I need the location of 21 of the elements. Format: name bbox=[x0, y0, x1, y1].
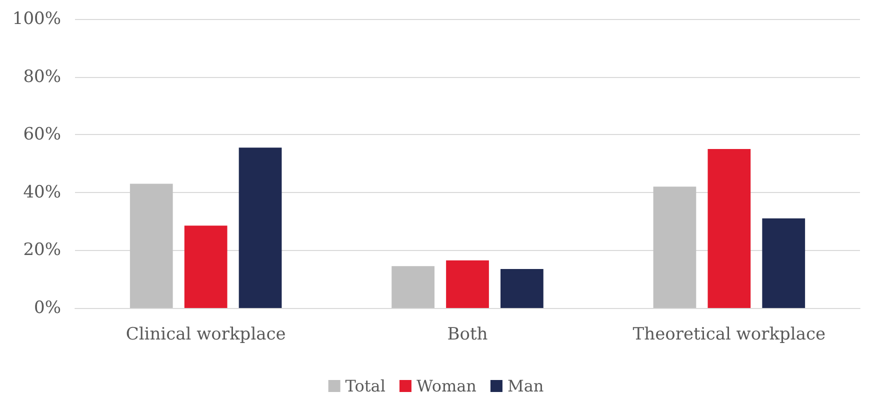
bar bbox=[762, 218, 806, 308]
bar bbox=[708, 149, 751, 308]
bar bbox=[500, 268, 544, 308]
x-tick-label: Clinical workplace bbox=[126, 324, 286, 344]
x-tick-label: Theoretical workplace bbox=[632, 324, 826, 344]
bar bbox=[653, 186, 696, 308]
y-tick-label: 0% bbox=[34, 298, 61, 318]
legend-label: Man bbox=[507, 376, 544, 396]
bar bbox=[446, 260, 489, 308]
bar bbox=[184, 226, 228, 308]
bar bbox=[392, 266, 434, 308]
y-tick-label: 40% bbox=[23, 182, 61, 202]
legend-label: Total bbox=[345, 376, 386, 396]
y-tick-label: 80% bbox=[23, 66, 61, 87]
y-tick-label: 60% bbox=[23, 124, 61, 145]
y-tick-label: 20% bbox=[23, 240, 61, 260]
bar bbox=[130, 184, 173, 308]
y-tick-label: 100% bbox=[12, 9, 61, 29]
bar bbox=[238, 148, 282, 308]
x-tick-label: Both bbox=[447, 324, 488, 344]
legend-label: Woman bbox=[416, 376, 476, 396]
